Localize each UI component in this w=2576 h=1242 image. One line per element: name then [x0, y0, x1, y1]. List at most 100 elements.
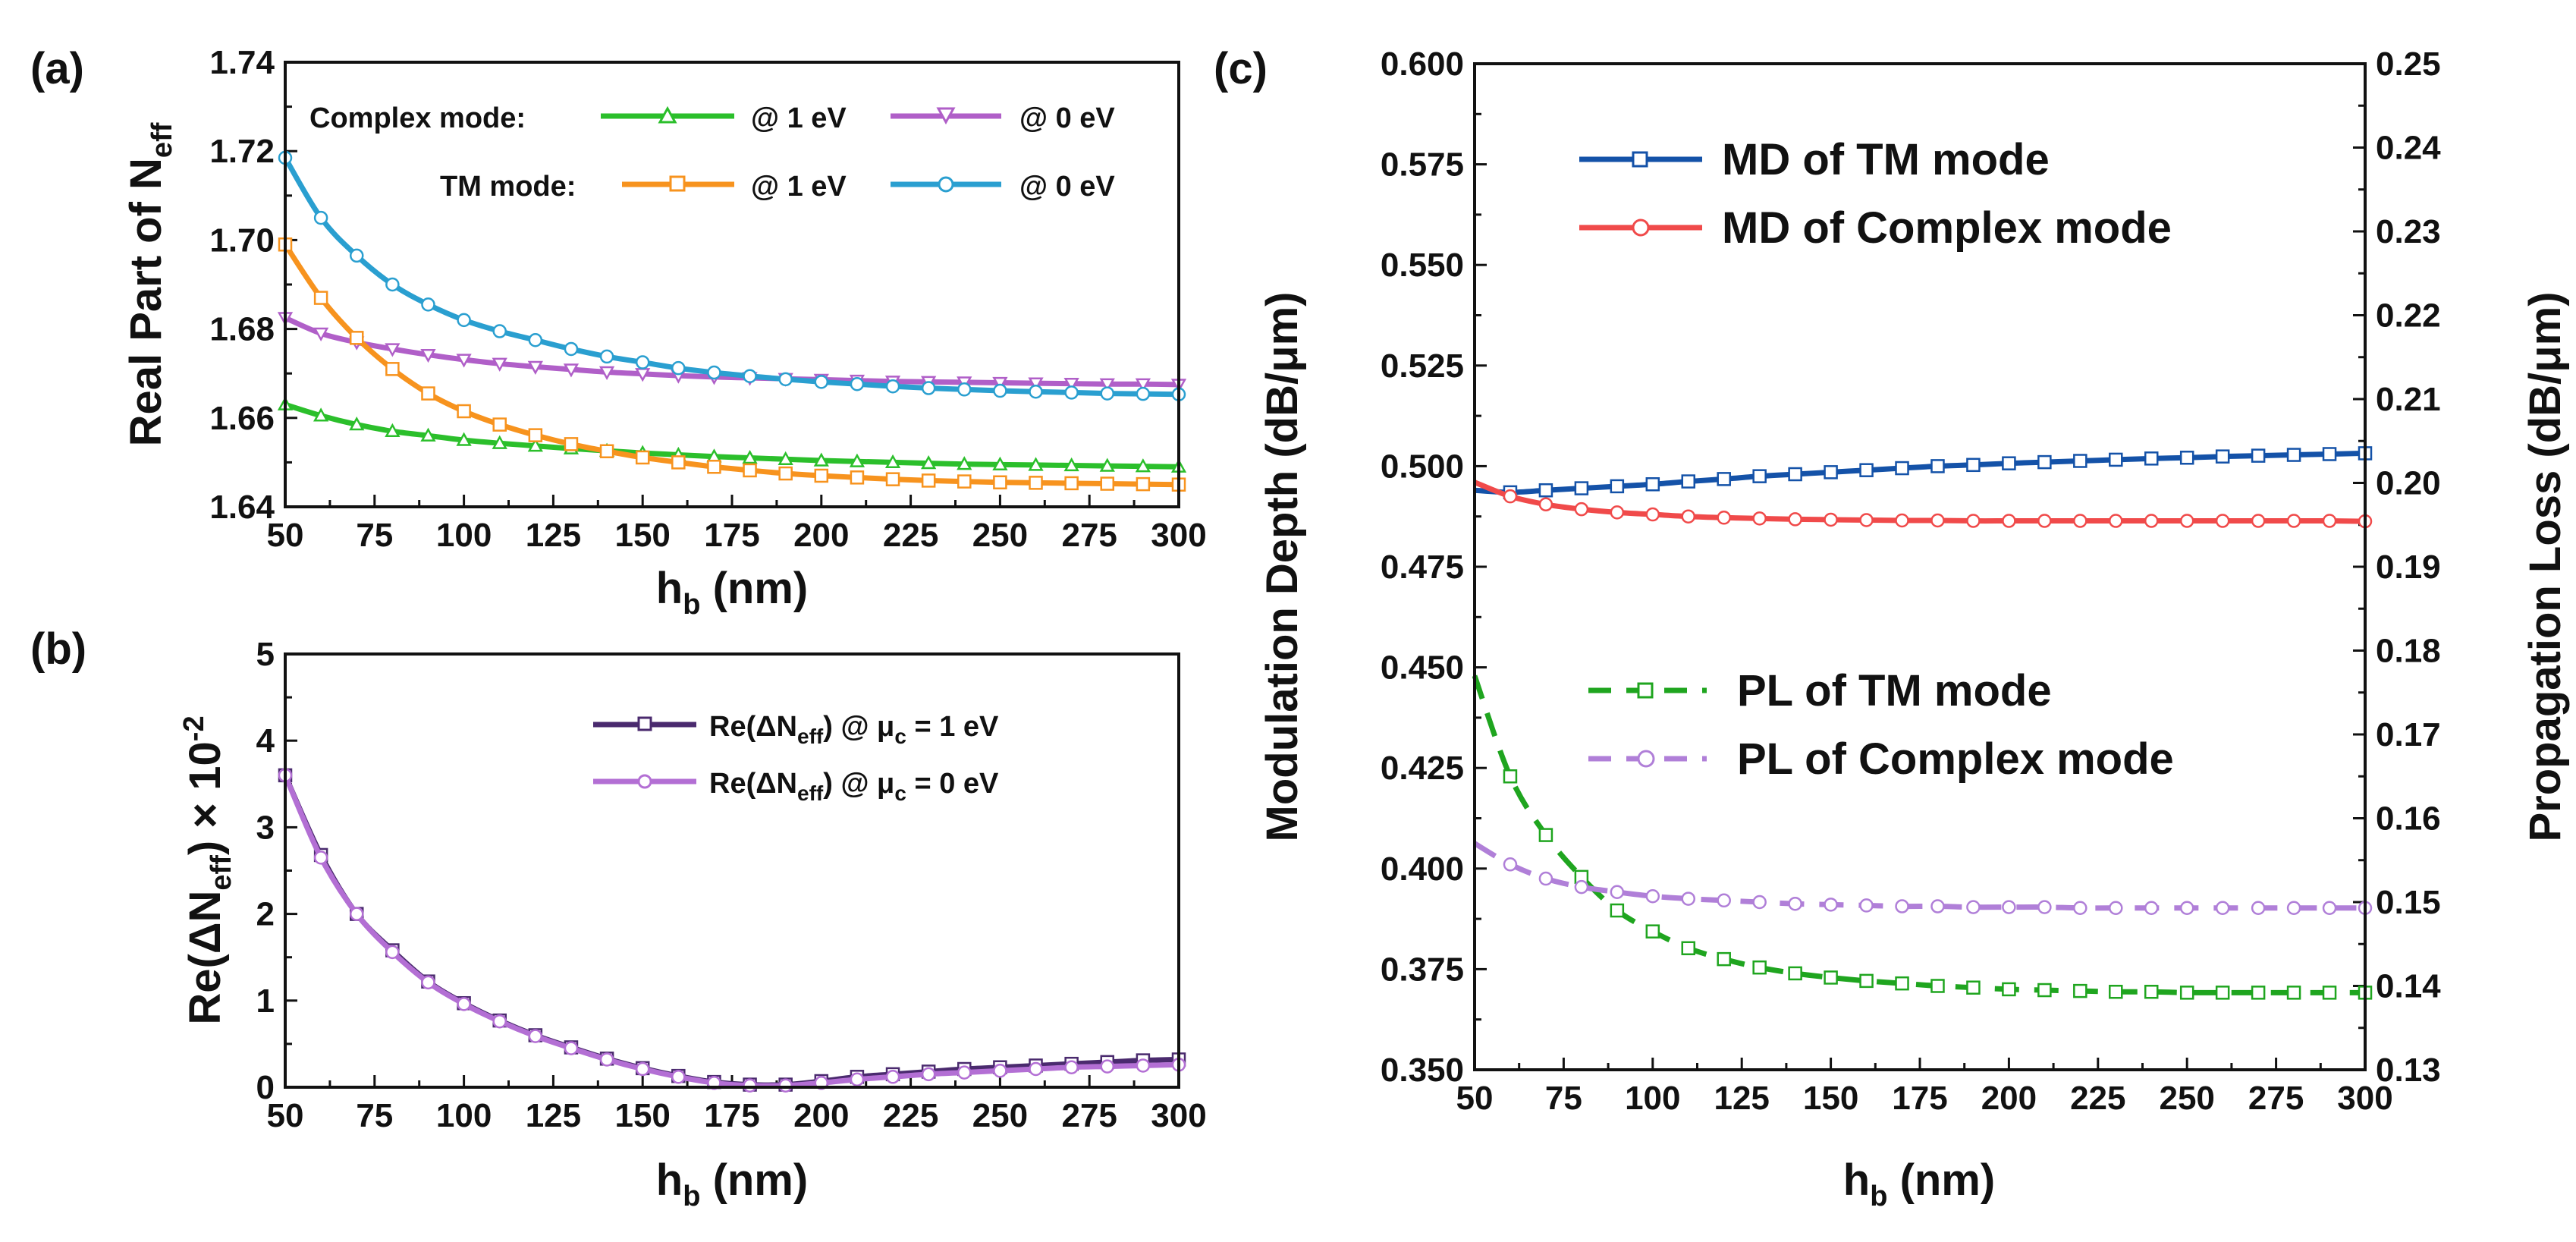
legend-label-complex-0ev: @ 0 eV [1019, 102, 1115, 134]
panel-c-series [1472, 446, 2373, 1000]
data-point [1574, 481, 1589, 495]
y-tick-label: 0.600 [1381, 46, 1464, 83]
y2-tick-label: 0.21 [2376, 381, 2441, 418]
data-point [1966, 514, 1981, 528]
series-line-0 [1474, 450, 2366, 495]
data-point [992, 376, 1008, 391]
x-tick-label: 250 [972, 1097, 1028, 1134]
legend-marker-complex-1ev [658, 105, 677, 124]
panel-b-frame [284, 652, 1180, 1089]
legend-label-md-complex: MD of Complex mode [1722, 203, 2172, 253]
data-point [2179, 451, 2194, 465]
data-point [1930, 979, 1945, 993]
data-point [2322, 514, 2337, 528]
data-point [1966, 457, 1981, 473]
x-tick-label: 300 [2337, 1080, 2392, 1117]
y-tick-label: 0.500 [1381, 448, 1464, 485]
x-tick-label: 300 [1151, 1097, 1206, 1134]
panel-b-xlabel: hb (nm) [656, 1156, 808, 1212]
panel-b-ylabel: Re(ΔNeff) × 10-2 [178, 715, 237, 1024]
data-point [2073, 983, 2088, 998]
y2-tick-label: 0.13 [2376, 1052, 2441, 1089]
y-tick-label: 1.66 [209, 400, 275, 437]
data-point [2073, 901, 2088, 915]
x-tick-label: 100 [1625, 1080, 1680, 1117]
series-line-1 [282, 774, 1180, 1089]
legend-group-complex: Complex mode: [309, 102, 526, 134]
x-tick-label: 200 [793, 517, 849, 554]
data-point [1645, 477, 1660, 492]
data-point [564, 437, 579, 451]
panel-b-legend: Re(ΔNeff) @ μc = 1 eV Re(ΔNeff) @ μc = 0… [593, 711, 999, 805]
legend-marker-pl-complex [1637, 750, 1655, 768]
data-point [385, 423, 401, 438]
y2-tick-label: 0.15 [2376, 884, 2441, 921]
y-tick-label: 0.375 [1381, 951, 1464, 988]
data-point [2002, 900, 2016, 914]
data-point [1136, 386, 1151, 401]
x-tick-label: 275 [2248, 1080, 2304, 1117]
data-point [778, 466, 793, 481]
legend-label-tm-0ev: @ 0 eV [1019, 171, 1115, 203]
panel-c-ticks: 50 75 100 125 150 175 200 225 250 275 300 0.350 0.37… [1381, 46, 2441, 1117]
data-point [2251, 901, 2266, 915]
data-point [743, 369, 757, 383]
y2-tick-label: 0.22 [2376, 297, 2441, 335]
data-point [313, 291, 328, 305]
data-point [1752, 511, 1767, 526]
data-point [1824, 898, 1838, 912]
panel-b-ticks: 50 75 100 125 150 175 200 225 250 275 300 0 1 2 3 4 5 [256, 636, 1207, 1134]
data-point [957, 456, 972, 470]
data-point [313, 851, 328, 865]
data-point [1788, 896, 1802, 911]
data-point [1930, 513, 1945, 528]
y2-tick-label: 0.14 [2376, 968, 2441, 1005]
data-point [1063, 457, 1079, 472]
data-point [2286, 514, 2301, 528]
panel-a-ticks: 50 75 100 125 150 175 200 225 250 275 300 1.64 1.66 1… [209, 44, 1206, 554]
panel-c-ylabel: Modulation Depth (dB/μm) [1258, 292, 1307, 842]
data-point [742, 449, 758, 464]
series-line-2 [1472, 674, 2365, 995]
data-point [2109, 984, 2123, 999]
y2-tick-label: 0.24 [2376, 130, 2441, 167]
data-point [993, 1064, 1007, 1078]
data-point [1610, 479, 1625, 494]
data-point [2037, 454, 2052, 470]
panel-c-frame [1473, 62, 2367, 1071]
y-tick-label: 0.550 [1381, 247, 1464, 284]
data-point [2215, 449, 2230, 464]
x-tick-label: 250 [2159, 1080, 2214, 1117]
legend-label-pl-tm: PL of TM mode [1737, 666, 2052, 715]
x-tick-label: 100 [436, 1097, 492, 1134]
data-point [778, 372, 793, 387]
x-tick-label: 225 [883, 1097, 938, 1134]
data-point [1538, 483, 1553, 498]
legend-marker-mu0ev [637, 774, 652, 789]
data-point [1135, 378, 1151, 392]
x-tick-label: 225 [2070, 1080, 2125, 1117]
data-point [527, 438, 543, 452]
data-point [1681, 891, 1696, 906]
data-point [885, 472, 900, 486]
data-point [707, 460, 721, 474]
data-point [492, 324, 507, 338]
legend-label-pl-complex: PL of Complex mode [1737, 734, 2174, 784]
y-tick-label: 4 [256, 722, 275, 759]
panel-a-label: (a) [30, 44, 84, 93]
data-point [1063, 378, 1079, 392]
data-point [563, 363, 580, 378]
data-point [2251, 986, 2266, 1000]
data-point [1824, 970, 1838, 985]
data-point [1029, 384, 1043, 399]
data-point [1930, 459, 1945, 473]
data-point [1574, 879, 1589, 895]
data-point [492, 1014, 507, 1029]
panel-a-frame [284, 61, 1180, 508]
data-point [492, 357, 507, 372]
data-point [2073, 514, 2088, 528]
data-point [1645, 507, 1660, 522]
data-point [528, 1029, 543, 1043]
panel-c-xlabel: hb (nm) [1843, 1156, 1995, 1212]
